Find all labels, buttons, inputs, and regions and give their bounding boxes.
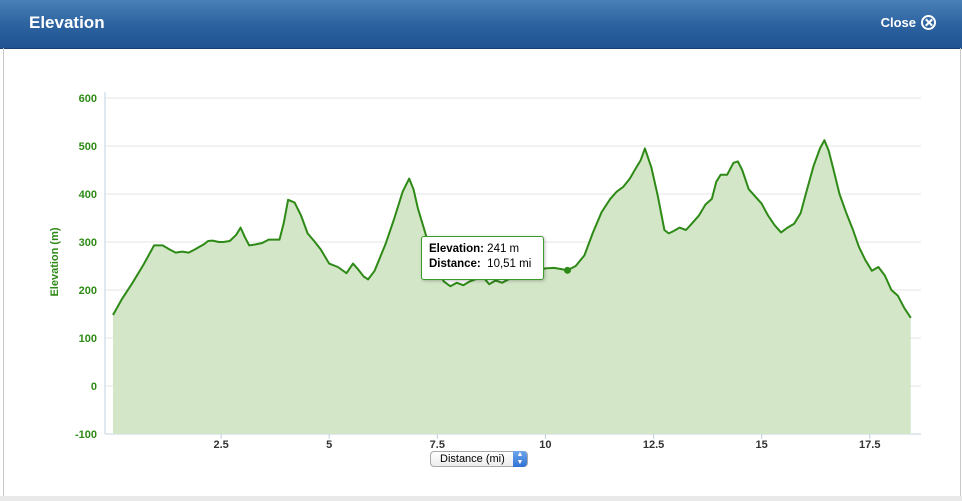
x-tick-label: 15 xyxy=(756,439,768,451)
tooltip-elevation-label: Elevation: xyxy=(429,243,484,255)
y-tick-label: 200 xyxy=(79,285,97,297)
x-tick-label: 17.5 xyxy=(859,439,880,451)
y-tick-label: 0 xyxy=(91,381,97,393)
y-tick-label: -100 xyxy=(75,429,97,441)
y-tick-label: 600 xyxy=(79,93,97,105)
y-tick-label: 300 xyxy=(79,237,97,249)
highlight-point xyxy=(563,266,571,274)
x-tick-label: 5 xyxy=(326,439,332,451)
data-tooltip: Elevation: 241 m Distance: 10,51 mi xyxy=(421,236,544,280)
tooltip-elevation-value: 241 m xyxy=(487,243,520,255)
elevation-area xyxy=(113,140,911,434)
y-tick-label: 400 xyxy=(79,189,97,201)
tooltip-distance-label: Distance: xyxy=(429,258,481,270)
y-tick-label: 500 xyxy=(79,141,97,153)
x-axis-select-value: Distance (mi) xyxy=(440,453,505,465)
tooltip-distance-value: 10,51 mi xyxy=(487,258,532,270)
close-button[interactable]: Close xyxy=(881,15,936,30)
background-content-strip xyxy=(0,496,962,501)
close-icon xyxy=(921,15,936,30)
chart-frame xyxy=(3,48,961,496)
close-label: Close xyxy=(880,15,916,30)
y-tick-label: 100 xyxy=(79,333,97,345)
x-tick-label: 10 xyxy=(539,439,551,451)
x-axis-select[interactable]: Distance (mi) ▲ ▼ xyxy=(430,451,528,467)
x-tick-label: 2.5 xyxy=(213,439,228,451)
window-title: Elevation xyxy=(29,13,105,32)
y-axis-title: Elevation (m) xyxy=(49,227,61,296)
chevron-updown-icon: ▲ ▼ xyxy=(513,451,527,467)
x-tick-label: 12.5 xyxy=(643,439,664,451)
x-tick-label: 7.5 xyxy=(430,439,445,451)
title-bar: Elevation Close xyxy=(0,0,962,49)
